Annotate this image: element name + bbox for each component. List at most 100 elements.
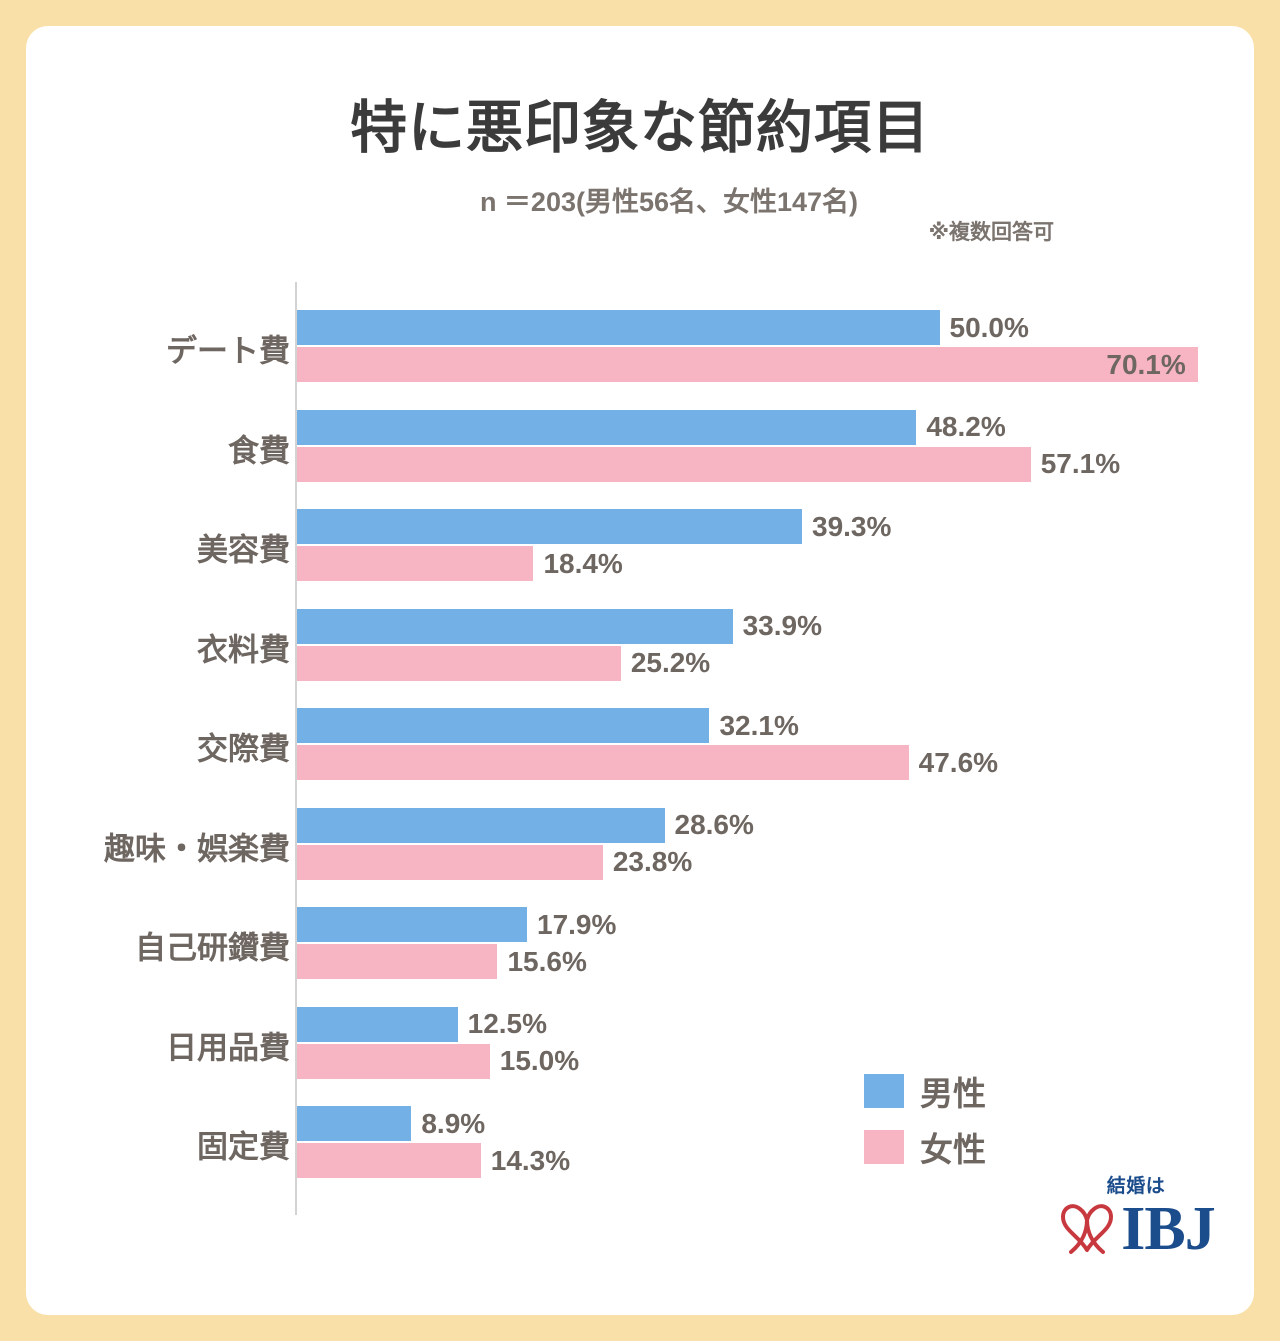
bar-value-label: 14.3% [490, 1144, 571, 1176]
chart-row: 趣味・娯楽費 28.6% 23.8% [26, 800, 1254, 892]
bar-rect [297, 1043, 490, 1079]
bar-value-label: 25.2% [630, 647, 711, 678]
heart-icon [1061, 1204, 1114, 1255]
bar-value-label: 12.5% [467, 1008, 548, 1039]
bar-value-label: 15.6% [507, 945, 587, 977]
bar-rect [297, 1106, 412, 1141]
bar-female: 57.1% [297, 446, 1121, 482]
bar-group: 28.6% 23.8% [297, 800, 1254, 892]
page-title: 特に悪印象な節約項目 [350, 96, 930, 160]
bar-rect [297, 310, 940, 345]
bar-rect [297, 509, 802, 544]
bar-male: 33.9% [297, 608, 823, 644]
bar-male: 48.2% [297, 409, 1006, 445]
bar-value-label: 17.9% [537, 908, 617, 940]
category-label: 美容費 [197, 532, 290, 568]
chart-row: 日用品費 12.5% 15.0% [26, 999, 1254, 1091]
category-label: 交際費 [197, 731, 290, 767]
bar-value-label: 28.6% [674, 809, 754, 840]
bar-female: 23.8% [297, 844, 693, 880]
bar-male: 17.9% [297, 907, 616, 942]
chart-row: 食費 48.2% 57.1% [26, 402, 1254, 494]
bar-rect [297, 708, 710, 743]
bar-female: 18.4% [297, 546, 623, 581]
chart-row: 自己研鑽費 17.9% 15.6% [26, 899, 1254, 991]
bar-rect [297, 645, 621, 681]
bar-value-label: 48.2% [926, 411, 1006, 442]
bar-group: 17.9% 15.6% [297, 899, 1254, 991]
bar-value-label: 70.1% [1106, 348, 1186, 380]
bar-rect [297, 409, 917, 445]
bar-value-label: 39.3% [812, 510, 892, 542]
bar-group: 50.0% 70.1% [297, 302, 1254, 394]
ibj-logo: 結婚は IBJ [1041, 1171, 1231, 1263]
bar-value-label: 23.8% [612, 846, 693, 877]
chart-row: 美容費 39.3% 18.4% [26, 501, 1254, 593]
bar-value-label: 32.1% [719, 709, 799, 741]
poster-card: 特に悪印象な節約項目 n ＝203(男性56名、女性147名) ※複数回答可 デ… [26, 26, 1254, 1315]
bar-female: 15.6% [297, 944, 587, 979]
bar-female: 25.2% [297, 645, 711, 681]
bar-value-label: 57.1% [1040, 448, 1121, 479]
legend-item: 女性 [864, 1119, 986, 1175]
legend-swatch [864, 1074, 904, 1108]
chart-row: 衣料費 33.9% 25.2% [26, 601, 1254, 693]
bar-group: 33.9% 25.2% [297, 601, 1254, 693]
logo-wordmark: IBJ [1121, 1195, 1215, 1263]
bar-value-label: 47.6% [918, 746, 999, 778]
legend-label: 男性 [920, 1075, 986, 1112]
bar-group: 48.2% 57.1% [297, 402, 1254, 494]
bar-female: 15.0% [297, 1043, 580, 1079]
bar-male: 12.5% [297, 1006, 548, 1042]
bar-value-label: 33.9% [742, 610, 823, 641]
bar-rect [297, 745, 909, 780]
bar-rect [297, 907, 527, 942]
category-label: 趣味・娯楽費 [104, 831, 290, 866]
bar-male: 28.6% [297, 807, 754, 843]
bar-male: 39.3% [297, 509, 891, 544]
category-label: 自己研鑽費 [135, 930, 290, 966]
category-label: 衣料費 [197, 632, 290, 667]
chart-legend: 男性 女性 [864, 1063, 986, 1175]
bar-female: 47.6% [297, 745, 998, 780]
bar-value-label: 8.9% [421, 1107, 486, 1139]
sample-size-text: n ＝203(男性56名、女性147名) [479, 187, 859, 217]
bar-rect [297, 807, 665, 843]
bar-group: 12.5% 15.0% [297, 999, 1254, 1091]
bar-female: 70.1% [297, 347, 1198, 382]
bar-rect [297, 944, 498, 979]
bar-group: 39.3% 18.4% [297, 501, 1254, 593]
bar-group: 32.1% 47.6% [297, 700, 1254, 792]
bar-male: 32.1% [297, 708, 799, 743]
bar-chart: デート費 50.0% 70.1% 食費 48.2% 57.1% 美容費 39.3% 18.4% 衣… [26, 26, 1254, 1315]
bar-group: 8.9% 14.3% [297, 1098, 1254, 1190]
bar-value-label: 18.4% [543, 547, 623, 579]
category-label: 日用品費 [166, 1030, 290, 1065]
category-label: 食費 [228, 433, 290, 468]
chart-row: 交際費 32.1% 47.6% [26, 700, 1254, 792]
chart-row: デート費 50.0% 70.1% [26, 302, 1254, 394]
multiple-answers-note: ※複数回答可 [928, 221, 1054, 244]
y-axis-line [295, 282, 297, 1215]
logo-tagline: 結婚は [1106, 1176, 1166, 1197]
legend-item: 男性 [864, 1063, 986, 1119]
bar-male: 8.9% [297, 1106, 485, 1141]
bar-value-label: 15.0% [499, 1045, 580, 1076]
legend-swatch [864, 1130, 904, 1164]
bar-female: 14.3% [297, 1143, 570, 1178]
category-label: デート費 [166, 333, 290, 369]
bar-value-label: 50.0% [949, 311, 1029, 343]
bar-rect [297, 608, 733, 644]
chart-row: 固定費 8.9% 14.3% [26, 1098, 1254, 1190]
category-label: 固定費 [197, 1129, 290, 1165]
bar-rect [297, 446, 1031, 482]
bar-rect [297, 844, 603, 880]
legend-label: 女性 [920, 1131, 986, 1168]
logo-mark: IBJ [1041, 1195, 1231, 1263]
bar-rect [297, 546, 534, 581]
bar-rect [297, 1006, 458, 1042]
bar-rect [297, 1143, 481, 1178]
bar-rect: 70.1% [297, 347, 1198, 382]
bar-male: 50.0% [297, 310, 1029, 345]
